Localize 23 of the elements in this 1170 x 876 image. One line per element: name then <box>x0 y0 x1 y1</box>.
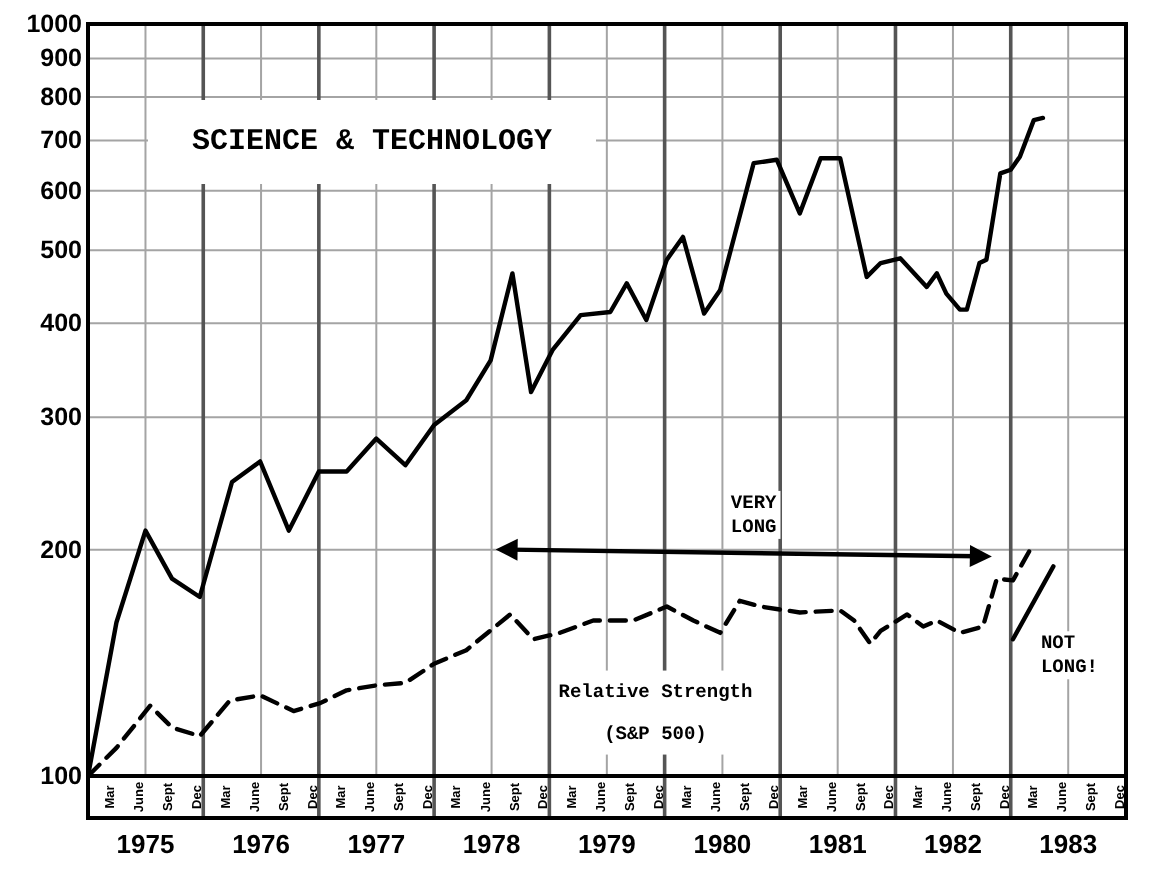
x-tick-label: 1977 <box>347 829 406 859</box>
text: SCIENCE & TECHNOLOGY <box>191 125 553 159</box>
y-tick-label: 200 <box>40 535 83 564</box>
text: Relative Strength (S&P 500) <box>558 680 753 745</box>
x-tick-label: 1979 <box>577 829 636 859</box>
x-tick-label: 1983 <box>1039 829 1098 859</box>
y-tick-label: 400 <box>40 309 83 338</box>
y-tick-label: 900 <box>40 44 83 73</box>
x-tick-label: 1976 <box>232 829 290 859</box>
x-tick-label: 1981 <box>808 829 867 859</box>
y-tick-label: 100 <box>40 762 83 790</box>
x-tick-label: 1980 <box>693 829 752 859</box>
y-tick-label: 700 <box>40 126 83 155</box>
y-tick-label: 500 <box>40 236 83 265</box>
x-tick-label: 1975 <box>116 829 175 859</box>
y-tick-label: 800 <box>40 82 83 111</box>
y-tick-label: 300 <box>40 403 83 432</box>
y-tick-label: 600 <box>40 176 83 205</box>
x-tick-label: 1982 <box>924 829 982 859</box>
annotation: VERY LONG <box>730 491 778 538</box>
annotation: NOT LONG! <box>1040 632 1098 679</box>
y-tick-label: 1000 <box>26 10 83 38</box>
x-tick-label: 1978 <box>462 829 521 859</box>
